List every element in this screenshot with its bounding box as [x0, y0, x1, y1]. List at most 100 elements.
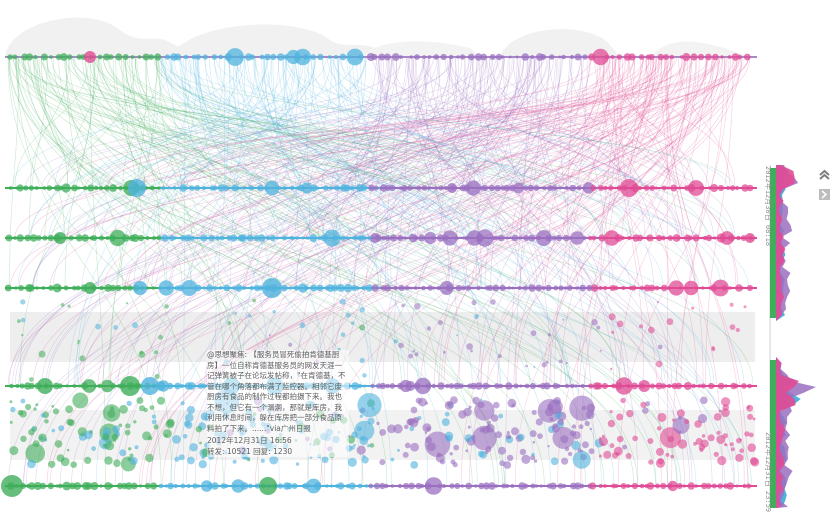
repost-node — [67, 54, 73, 60]
repost-node — [498, 235, 505, 242]
repost-node — [495, 431, 502, 438]
repost-node — [206, 284, 213, 291]
repost-node — [53, 408, 59, 414]
repost-node — [196, 426, 202, 432]
repost-node — [211, 482, 218, 489]
repost-node — [185, 421, 192, 428]
repost-node — [58, 425, 64, 431]
repost-node — [577, 448, 581, 452]
repost-node — [33, 440, 40, 447]
repost-node — [534, 459, 537, 462]
repost-node — [490, 299, 496, 305]
repost-node — [358, 484, 363, 489]
repost-node — [579, 285, 586, 292]
repost-node — [68, 419, 75, 426]
repost-node — [5, 285, 12, 292]
repost-node — [57, 383, 62, 388]
time-streamgraph[interactable] — [770, 165, 816, 508]
repost-node — [648, 327, 655, 334]
repost-node — [688, 482, 695, 489]
repost-node — [667, 384, 671, 388]
double-chevron-up-icon[interactable] — [818, 168, 831, 181]
repost-node — [691, 307, 694, 310]
repost-node — [14, 286, 18, 290]
repost-node — [422, 55, 426, 59]
repost-node — [565, 384, 569, 388]
repost-node — [20, 383, 25, 388]
repost-node — [9, 400, 12, 403]
repost-node — [741, 383, 747, 389]
repost-node — [410, 443, 419, 452]
repost-node — [431, 236, 435, 240]
repost-node — [567, 285, 573, 291]
repost-node — [461, 286, 466, 291]
repost-node — [84, 457, 91, 464]
repost-node — [603, 186, 607, 190]
repost-node — [434, 186, 438, 190]
repost-node — [440, 459, 445, 464]
repost-node — [371, 284, 378, 291]
repost-node — [99, 235, 104, 240]
repost-node — [684, 382, 692, 390]
repost-node — [70, 461, 77, 468]
repost-node — [545, 285, 551, 291]
repost-node — [490, 54, 496, 60]
repost-node — [269, 334, 271, 336]
repost-node — [530, 455, 535, 460]
repost-node — [693, 234, 700, 241]
repost-node — [599, 437, 608, 446]
repost-node — [421, 286, 426, 291]
repost-node — [518, 286, 522, 290]
repost-node — [172, 435, 181, 444]
repost-node — [728, 235, 735, 242]
repost-node — [446, 435, 453, 442]
repost-node — [519, 236, 523, 240]
timeline-end-label: 2012年12月31日 23:59 — [763, 432, 773, 512]
repost-node — [131, 483, 138, 490]
repost-node — [540, 54, 546, 60]
repost-node — [533, 366, 535, 368]
repost-node — [735, 454, 743, 462]
repost-node — [183, 434, 188, 439]
repost-node — [465, 434, 473, 442]
repost-node — [44, 419, 48, 423]
repost-node — [329, 186, 333, 190]
repost-node — [655, 484, 660, 489]
repost-node — [133, 420, 136, 423]
repost-node — [422, 423, 431, 432]
repost-node — [740, 286, 743, 289]
repost-node — [523, 483, 528, 488]
repost-node — [195, 285, 202, 292]
repost-node — [437, 484, 442, 489]
repost-node — [414, 286, 418, 290]
repost-node — [181, 401, 185, 405]
repost-node — [469, 406, 472, 409]
repost-node — [379, 429, 386, 436]
repost-node — [449, 483, 454, 488]
repost-node — [663, 54, 669, 60]
repost-node — [33, 55, 37, 59]
repost-node — [100, 286, 105, 291]
repost-node — [742, 484, 746, 488]
repost-node — [77, 342, 79, 344]
repost-node — [109, 484, 113, 488]
repost-node — [155, 374, 160, 379]
repost-node — [167, 483, 174, 490]
repost-node — [679, 286, 682, 289]
repost-node — [248, 185, 254, 191]
repost-node — [409, 426, 414, 431]
repost-node — [657, 301, 659, 303]
repost-node — [589, 448, 595, 454]
repost-node — [161, 186, 165, 190]
repost-node — [491, 414, 499, 422]
repost-node — [590, 428, 592, 430]
repost-node — [199, 460, 207, 468]
bar-expand-icon[interactable] — [818, 188, 831, 201]
repost-node — [571, 231, 584, 244]
repost-node — [747, 414, 753, 420]
repost-node — [270, 235, 276, 241]
repost-node — [720, 55, 723, 58]
repost-node — [670, 455, 674, 459]
repost-node — [446, 284, 453, 291]
